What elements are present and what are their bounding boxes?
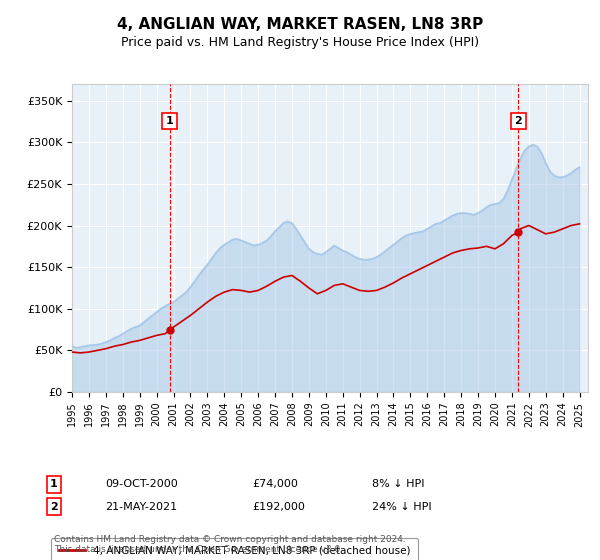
Text: 2: 2	[514, 116, 522, 126]
Text: £192,000: £192,000	[252, 502, 305, 512]
Legend: 4, ANGLIAN WAY, MARKET RASEN, LN8 3RP (detached house), HPI: Average price, deta: 4, ANGLIAN WAY, MARKET RASEN, LN8 3RP (d…	[52, 538, 418, 560]
Text: 09-OCT-2000: 09-OCT-2000	[105, 479, 178, 489]
Text: 4, ANGLIAN WAY, MARKET RASEN, LN8 3RP: 4, ANGLIAN WAY, MARKET RASEN, LN8 3RP	[117, 17, 483, 32]
Text: 2: 2	[50, 502, 58, 512]
Text: 24% ↓ HPI: 24% ↓ HPI	[372, 502, 431, 512]
Text: 1: 1	[50, 479, 58, 489]
Text: 21-MAY-2021: 21-MAY-2021	[105, 502, 177, 512]
Text: Price paid vs. HM Land Registry's House Price Index (HPI): Price paid vs. HM Land Registry's House …	[121, 36, 479, 49]
Text: 8% ↓ HPI: 8% ↓ HPI	[372, 479, 425, 489]
Text: £74,000: £74,000	[252, 479, 298, 489]
Text: 1: 1	[166, 116, 173, 126]
Text: Contains HM Land Registry data © Crown copyright and database right 2024.
This d: Contains HM Land Registry data © Crown c…	[54, 535, 406, 554]
